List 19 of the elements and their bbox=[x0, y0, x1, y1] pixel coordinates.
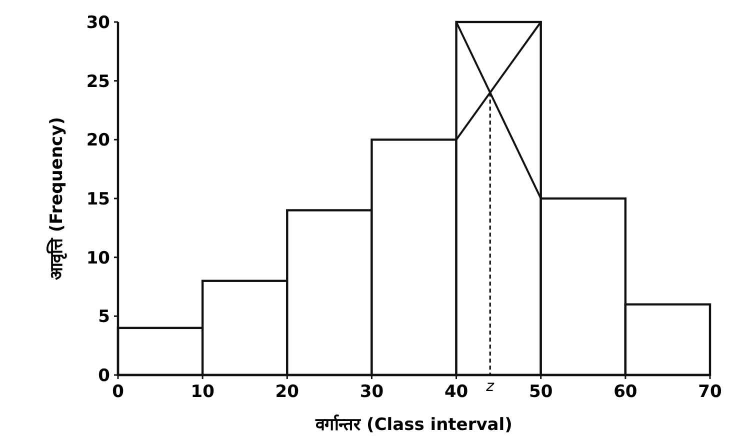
x-tick-label: 70 bbox=[698, 382, 722, 402]
ref-line: z bbox=[486, 92, 494, 395]
x-tick-label: 60 bbox=[614, 382, 638, 402]
x-tick-label: 40 bbox=[444, 382, 468, 402]
y-tick-label: 10 bbox=[86, 248, 110, 268]
y-tick-label: 30 bbox=[86, 13, 110, 33]
y-tick-label: 20 bbox=[86, 130, 110, 151]
x-axis-title: वर्गान्तर (Class interval) bbox=[314, 414, 512, 435]
y-tick-label: 0 bbox=[98, 366, 110, 386]
y-tick-label: 5 bbox=[98, 307, 110, 328]
y-axis-title: आवृत्ति (Frequency) bbox=[46, 117, 67, 280]
x-tick-label: 30 bbox=[360, 382, 384, 402]
x-tick-label: 10 bbox=[190, 382, 215, 402]
ref-line-label: z bbox=[485, 377, 496, 395]
x-tick-label: 50 bbox=[529, 382, 553, 402]
y-tick-label: 25 bbox=[86, 72, 110, 92]
y-tick-label: 15 bbox=[86, 190, 110, 210]
x-tick-label: 20 bbox=[275, 382, 300, 402]
x-tick-label: 0 bbox=[112, 382, 124, 402]
